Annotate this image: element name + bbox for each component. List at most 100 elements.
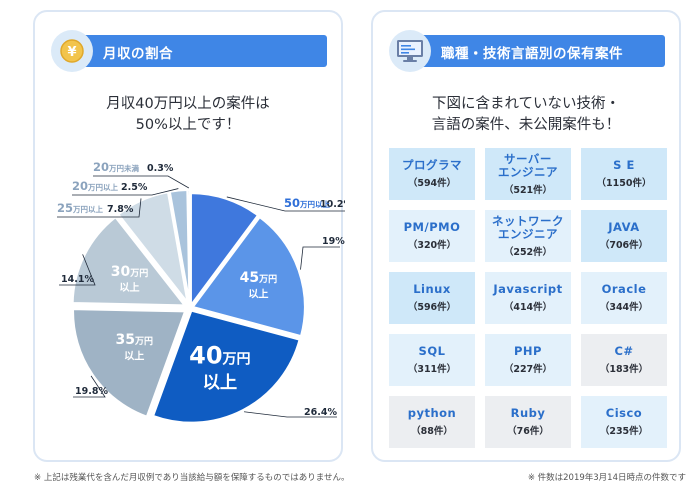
skill-cell: Linux （596件） [389, 272, 475, 324]
skill-count: （706件） [599, 240, 649, 251]
skill-cell: PHP （227件） [485, 334, 571, 386]
skill-name: PHP [514, 344, 542, 358]
skill-name: S E [613, 158, 635, 172]
svg-text:30万円: 30万円 [111, 264, 149, 280]
salary-lead-text: 月収40万円以上の案件は 50%以上です！ [35, 94, 341, 136]
pie-leader-line [300, 246, 340, 270]
pie-slice [189, 192, 260, 309]
pie-percent-label: 19.8% [75, 386, 108, 397]
svg-text:¥: ¥ [67, 45, 76, 60]
skill-count: （344件） [599, 302, 649, 313]
pie-leader-line [72, 188, 179, 196]
pie-slice [71, 215, 187, 307]
skill-cell: JAVA （706件） [581, 210, 667, 262]
skill-count: （311件） [407, 364, 457, 375]
pie-slice-outer-label: 20万円以上 [72, 179, 119, 193]
pie-slice [72, 308, 187, 418]
skill-name: python [407, 406, 457, 420]
skill-cell: Javascript （414件） [485, 272, 571, 324]
pie-slice-label: 40万円以上 [189, 341, 250, 393]
skill-name: Linux [413, 282, 451, 296]
header-icon-circle: ¥ [51, 30, 93, 72]
skill-count: （183件） [599, 364, 649, 375]
skill-count: （521件） [503, 185, 553, 196]
skill-count: （320件） [407, 240, 457, 251]
skill-cell: サーバー エンジニア （521件） [485, 148, 571, 200]
skill-cell: Oracle （344件） [581, 272, 667, 324]
svg-text:以上: 以上 [124, 350, 144, 363]
pie-percent-label: 14.1% [61, 274, 94, 285]
skill-name: ネットワーク [492, 214, 564, 228]
skill-name: JAVA [608, 220, 640, 234]
skill-name: サーバー [504, 152, 552, 166]
pie-leader-line [226, 196, 345, 212]
skill-cell: Cisco （235件） [581, 396, 667, 448]
pie-leader-line [59, 254, 96, 286]
pie-leader-line [243, 411, 337, 418]
salary-ratio-title: 月収の割合 [103, 46, 173, 62]
pie-slice-outer-label: 20万円未満 [93, 160, 140, 174]
skill-count: （414件） [503, 302, 553, 313]
svg-text:40万円: 40万円 [189, 341, 250, 369]
svg-text:以上: 以上 [119, 281, 139, 294]
skill-cell: SQL （311件） [389, 334, 475, 386]
header-bar [69, 35, 327, 67]
svg-text:45万円: 45万円 [240, 270, 278, 286]
monitor-icon [397, 40, 423, 62]
skill-name: Ruby [510, 406, 546, 420]
pie-slice [186, 188, 191, 303]
skill-name: Oracle [601, 282, 647, 296]
skill-name: プログラマ [402, 158, 462, 172]
header-bar [407, 35, 665, 67]
yen-coin-icon: ¥ [60, 39, 84, 63]
skill-count: （252件） [503, 247, 553, 258]
jobs-lead-text: 下図に含まれていない技術・ 言語の案件、未公開案件も！ [373, 94, 679, 136]
pie-percent-label: 19% [322, 236, 345, 247]
jobs-by-skill-panel: 職種・技術言語別の保有案件 下図に含まれていない技術・ 言語の案件、未公開案件も… [371, 10, 681, 462]
header-icon-circle [389, 30, 431, 72]
salary-lead-line-2: 50%以上です！ [135, 117, 241, 133]
salary-lead-line-1: 月収40万円以上の案件は [106, 96, 270, 112]
skill-name: Cisco [605, 406, 643, 420]
salary-ratio-panel: ¥ 月収の割合 月収40万円以上の案件は 50%以上です！ 10.2%50万円以… [33, 10, 345, 462]
skill-cell: S E （1150件） [581, 148, 667, 200]
skill-count: （88件） [411, 426, 453, 437]
skill-cell: ネットワーク エンジニア （252件） [485, 210, 571, 262]
pie-slice-outer-label: 25万円以上 [57, 201, 104, 215]
pie-percent-label: 10.2% [320, 199, 345, 210]
pie-slice [151, 309, 301, 424]
skill-name: Javascript [493, 282, 563, 296]
svg-text:以上: 以上 [248, 288, 268, 301]
svg-text:以上: 以上 [203, 373, 238, 393]
skill-name: エンジニア [498, 165, 558, 179]
pie-slice [191, 215, 306, 338]
count-footnote: ※ 件数は2019年3月14日時点の件数です [527, 473, 686, 483]
pie-leader-line [57, 198, 142, 218]
pie-leader-line [73, 375, 106, 398]
skill-cell: python （88件） [389, 396, 475, 448]
jobs-lead-line-2: 言語の案件、未公開案件も！ [431, 117, 621, 133]
skill-count: （235件） [599, 426, 649, 437]
svg-text:35万円: 35万円 [115, 332, 153, 348]
skill-cell: Ruby （76件） [485, 396, 571, 448]
pie-leader-line [93, 175, 190, 189]
pie-percent-label: 7.8% [107, 204, 134, 215]
skill-count: （594件） [407, 178, 457, 189]
pie-slice-outer-label: 50万円以上 [284, 196, 331, 210]
salary-ratio-header: ¥ 月収の割合 [51, 30, 327, 72]
skill-cell: PM/PMO （320件） [389, 210, 475, 262]
pie-percent-label: 0.3% [147, 163, 174, 174]
skill-name: PM/PMO [403, 220, 461, 234]
salary-footnote: ※ 上記は残業代を含んだ月収例であり当該給与額を保障するものではありません。 [34, 473, 350, 483]
skill-name: SQL [418, 344, 446, 358]
salary-pie-chart: 10.2%50万円以上19%45万円以上26.4%40万円以上19.8%35万円… [57, 160, 345, 424]
jobs-title: 職種・技術言語別の保有案件 [441, 46, 623, 62]
skill-count: （76件） [507, 426, 549, 437]
skill-cell: C# （183件） [581, 334, 667, 386]
skill-count: （227件） [503, 364, 553, 375]
skill-name: C# [614, 344, 634, 358]
skill-count: （1150件） [596, 178, 652, 189]
